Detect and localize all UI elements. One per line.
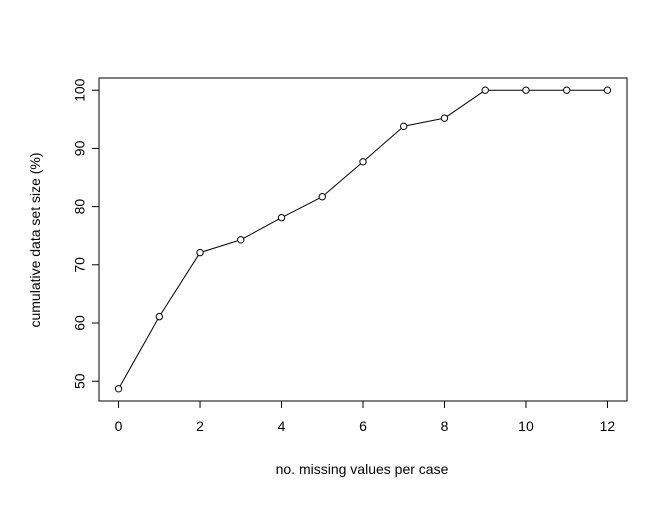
x-tick-label-5: 10 <box>518 418 534 434</box>
data-point-11 <box>563 86 571 94</box>
data-point-8 <box>440 114 449 122</box>
y-tick-label-3: 80 <box>72 199 88 215</box>
data-point-2 <box>196 248 204 257</box>
y-tick-label-0: 50 <box>72 373 88 389</box>
data-point-12 <box>603 86 612 94</box>
y-tick-label-5: 100 <box>72 78 88 102</box>
x-axis-label: no. missing values per case <box>276 461 449 477</box>
series-0-segment-5 <box>324 163 361 196</box>
y-tick-label-2: 70 <box>72 257 88 273</box>
x-tick-label-0: 0 <box>115 418 123 434</box>
data-point-1 <box>155 312 163 321</box>
y-tick-label-4: 90 <box>72 140 88 156</box>
x-tick-label-3: 6 <box>359 418 367 434</box>
series-0-segment-0 <box>119 319 159 387</box>
data-point-7 <box>400 122 408 131</box>
data-point-3 <box>237 236 245 244</box>
y-axis: 50 60 70 80 90 100 <box>72 78 100 389</box>
x-tick-label-4: 8 <box>441 418 449 434</box>
series-0-segment-6 <box>365 128 402 161</box>
data-point-0 <box>114 385 123 393</box>
series-0-segment-7 <box>406 118 442 127</box>
x-tick-label-6: 12 <box>600 418 616 434</box>
data-point-4 <box>277 213 286 222</box>
y-tick-label-1: 60 <box>72 315 88 331</box>
series-0-segment-8 <box>446 91 483 117</box>
series-0-segment-4 <box>284 197 320 217</box>
data-point-6 <box>359 158 367 166</box>
data-series <box>114 86 612 393</box>
x-tick-label-1: 2 <box>196 418 204 434</box>
x-tick-label-2: 4 <box>278 418 286 434</box>
data-point-5 <box>318 193 326 201</box>
data-point-10 <box>522 86 530 94</box>
data-point-9 <box>481 86 489 94</box>
series-0-segment-1 <box>160 255 199 315</box>
y-axis-label: cumulative data set size (%) <box>27 152 43 327</box>
series-0-segment-2 <box>202 240 238 253</box>
series-0-segment-3 <box>243 218 279 239</box>
x-axis: 0 2 4 6 8 10 12 <box>115 400 616 434</box>
